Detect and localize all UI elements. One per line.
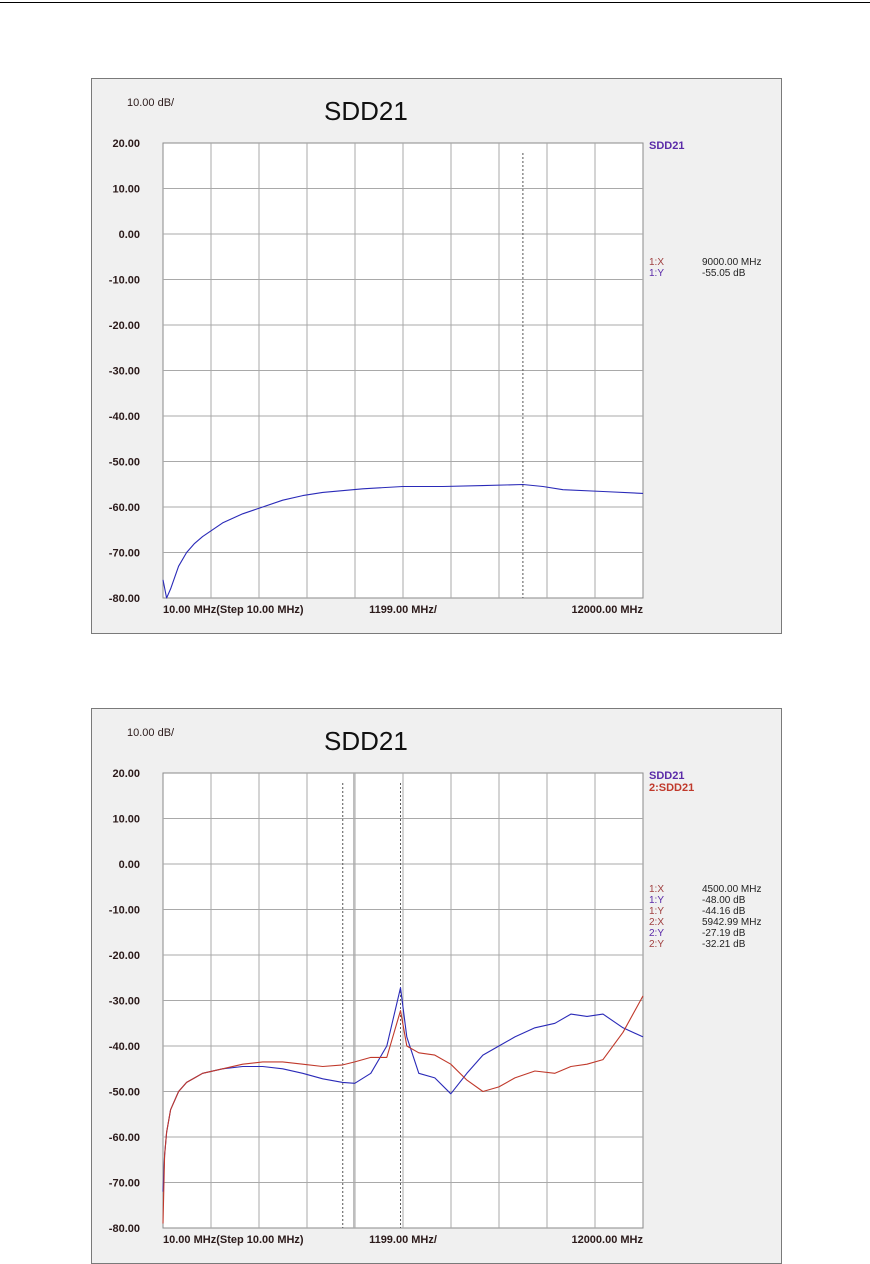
readout-value: -55.05 dB [702,268,746,279]
y-tick-label: 0.00 [119,229,140,241]
readout-label: 2:Y [649,928,664,939]
y-tick-label: 10.00 [112,184,140,196]
readout-value: 4500.00 MHz [702,884,761,895]
y-tick-label: 20.00 [112,768,140,780]
chart-panel-1: 10.00 dB/SDD21 20.00 10.00 0.00 -10.00 -20.00… [91,78,782,634]
page-top-rule [0,2,870,3]
readout-label: 1:X [649,884,664,895]
y-tick-label: -40.00 [109,411,140,423]
y-tick-label: -80.00 [109,593,140,605]
y-tick-label: -20.00 [109,950,140,962]
chart-1-svg: 10.00 dB/SDD21 20.00 10.00 0.00 -10.00 -20.00… [109,96,762,616]
readout-value: 5942.99 MHz [702,917,761,928]
legend-entry: SDD21 [649,770,684,782]
y-tick-label: -60.00 [109,502,140,514]
y-tick-label: -40.00 [109,1041,140,1053]
series-line-1 [162,483,644,599]
readout-value: -27.19 dB [702,928,746,939]
y-tick-label: -30.00 [109,996,140,1008]
chart-2-svg: 10.00 dB/SDD21 20.00 10.00 0.00 -10.00 -20.00… [109,726,762,1246]
readout-label: 1:Y [649,895,664,906]
series-line-2 [162,995,644,1224]
grid [163,773,643,1228]
y-tick-label: -10.00 [109,275,140,287]
chart-title: SDD21 [324,96,408,126]
scale-label: 10.00 dB/ [127,727,175,739]
y-tick-label: 10.00 [112,814,140,826]
readout-label: 1:Y [649,268,664,279]
y-tick-label: -70.00 [109,548,140,560]
y-tick-label: -50.00 [109,1087,140,1099]
readout-label: 2:Y [649,939,664,950]
legend-entry: SDD21 [649,140,684,152]
readout-value: -32.21 dB [702,939,746,950]
scale-label: 10.00 dB/ [127,97,175,109]
readout-value: -44.16 dB [702,906,746,917]
y-tick-label: -70.00 [109,1178,140,1190]
readout-label: 2:X [649,917,664,928]
y-tick-label: -60.00 [109,1132,140,1144]
grid [163,143,643,598]
y-tick-label: -30.00 [109,366,140,378]
readout-value: -48.00 dB [702,895,746,906]
readout-value: 9000.00 MHz [702,257,761,268]
x-tick-label: 12000.00 MHz [571,604,643,616]
readout-label: 1:Y [649,906,664,917]
x-tick-label: 10.00 MHz(Step 10.00 MHz) [163,604,304,616]
chart-panel-2: 10.00 dB/SDD21 20.00 10.00 0.00 -10.00 -20.00… [91,708,782,1264]
y-tick-label: -50.00 [109,457,140,469]
y-tick-label: 0.00 [119,859,140,871]
x-tick-label: 12000.00 MHz [571,1234,643,1246]
x-tick-label: 1199.00 MHz/ [369,1234,437,1246]
y-tick-label: 20.00 [112,138,140,150]
y-tick-label: -10.00 [109,905,140,917]
x-tick-label: 10.00 MHz(Step 10.00 MHz) [163,1234,304,1246]
y-tick-label: -80.00 [109,1223,140,1235]
y-tick-label: -20.00 [109,320,140,332]
x-tick-label: 1199.00 MHz/ [369,604,437,616]
readout-label: 1:X [649,257,664,268]
legend-entry: 2:SDD21 [649,782,694,794]
chart-title: SDD21 [324,726,408,756]
